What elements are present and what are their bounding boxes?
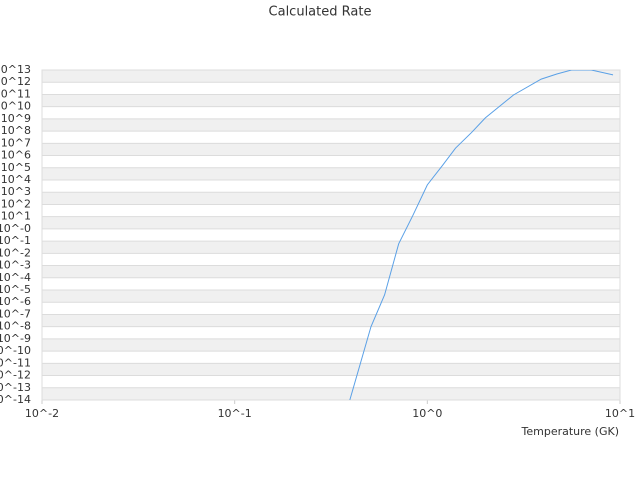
y-tick-label: 10^7 [1, 136, 31, 149]
grid-band [42, 241, 620, 254]
y-tick-label: 10^3 [1, 185, 31, 198]
y-tick-label: 10^2 [1, 197, 31, 210]
grid-band [42, 94, 620, 107]
x-axis-label: Temperature (GK) [521, 425, 620, 438]
grid-band [42, 216, 620, 229]
y-tick-label: 10^-14 [0, 393, 31, 406]
y-tick-label: 10^-4 [0, 271, 31, 284]
grid-band [42, 314, 620, 327]
x-tick-label: 10^0 [412, 407, 442, 420]
y-tick-label: 10^-5 [0, 283, 31, 296]
chart-title: Calculated Rate [269, 5, 372, 20]
y-tick-label: 10^8 [1, 124, 31, 137]
grid-band [42, 70, 620, 83]
plot-frame [41, 69, 621, 401]
y-tick-label: 10^-6 [0, 295, 31, 308]
y-tick-label: 10^5 [1, 161, 31, 174]
y-tick-label: 10^-7 [0, 307, 31, 320]
grid-band [42, 167, 620, 180]
x-tick-label: 10^-1 [218, 407, 252, 420]
y-tick-label: 10^-2 [0, 246, 31, 259]
x-tick-label: 10^1 [605, 407, 635, 420]
y-tick-label: 10^-12 [0, 369, 31, 382]
grid-band [42, 387, 620, 400]
x-tick-label: 10^-2 [25, 407, 59, 420]
y-tick-label: 10^-11 [0, 356, 31, 369]
y-tick-label: 10^-8 [0, 320, 31, 333]
grid-band [42, 143, 620, 156]
y-tick-label: 10^12 [0, 75, 31, 88]
y-tick-label: 10^-10 [0, 344, 31, 357]
y-tick-label: 10^10 [0, 100, 31, 113]
data-line [349, 70, 614, 400]
y-tick-label: 10^11 [0, 87, 31, 100]
grid-band [42, 363, 620, 376]
grid-band [42, 338, 620, 352]
y-tick-label: 10^13 [0, 63, 31, 76]
grid-band [42, 290, 620, 303]
y-tick-label: 10^1 [1, 210, 31, 223]
y-tick-label: 10^-1 [0, 234, 31, 247]
y-tick-label: 10^-0 [0, 222, 31, 235]
y-tick-label: 10^-9 [0, 332, 31, 345]
y-tick-label: 10^6 [1, 149, 31, 162]
y-tick-label: 10^-13 [0, 381, 31, 394]
y-tick-label: 10^-3 [0, 259, 31, 272]
y-tick-label: 10^9 [1, 112, 31, 125]
y-tick-label: 10^4 [1, 173, 31, 186]
grid-band [42, 192, 620, 205]
grid-band [42, 118, 620, 132]
grid-band [42, 265, 620, 278]
